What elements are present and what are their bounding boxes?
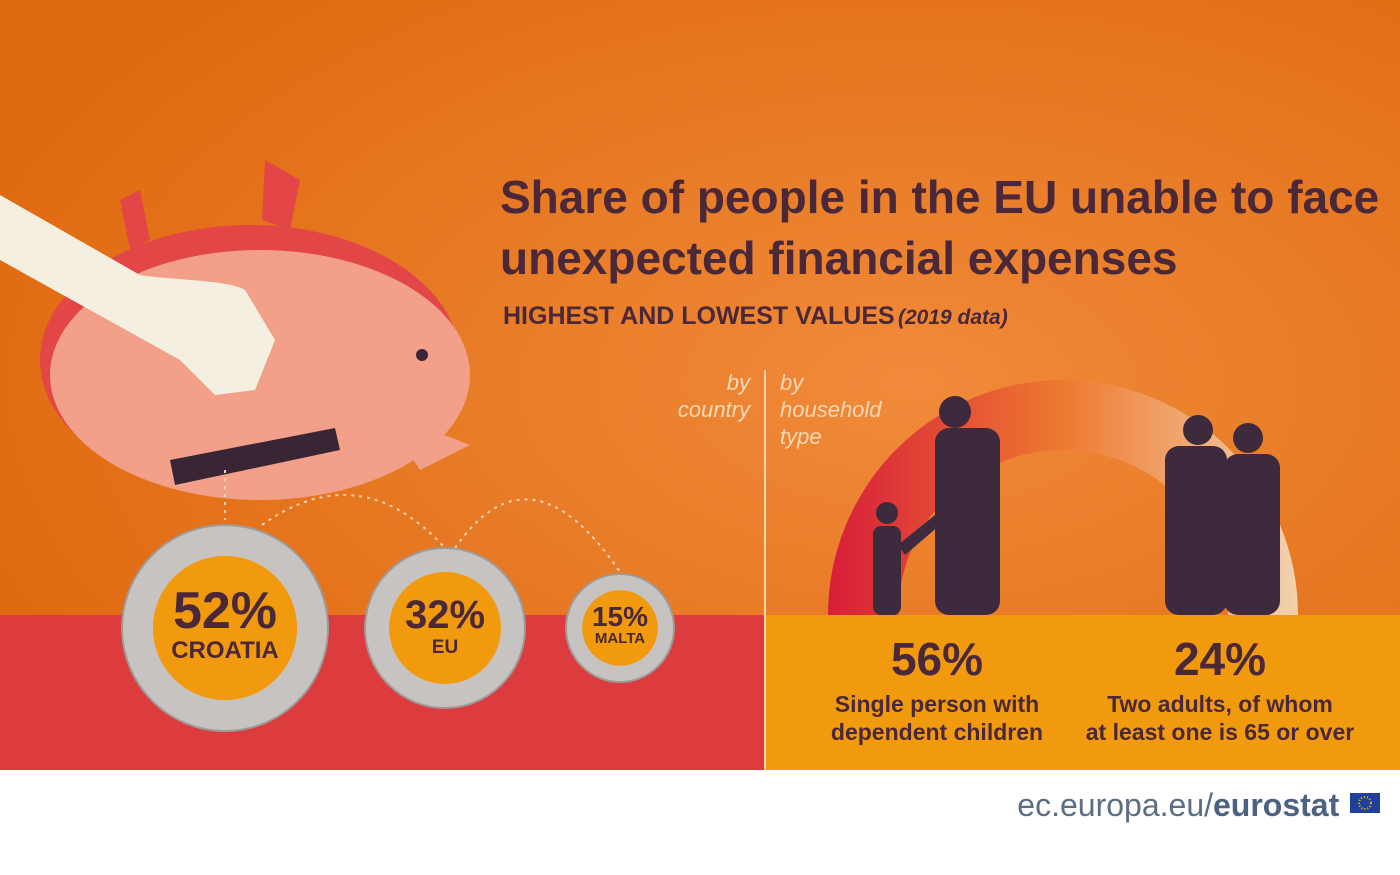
household-label: Single person with <box>835 691 1039 717</box>
household-band <box>765 615 1400 770</box>
eu-stars <box>1358 796 1372 810</box>
coin-label: EU <box>432 637 458 658</box>
title: unexpected financial expenses <box>500 232 1178 284</box>
footer-site: ec.europa.eu/ <box>1017 787 1213 823</box>
household-value: 24% <box>1174 633 1266 685</box>
household-value: 56% <box>891 633 983 685</box>
footer-brand: eurostat <box>1213 787 1340 823</box>
section-heading: by <box>727 370 752 395</box>
subtitle: HIGHEST AND LOWEST VALUES <box>503 302 895 330</box>
subtitle-note: (2019 data) <box>898 306 1008 329</box>
household-label: at least one is 65 or over <box>1086 719 1355 745</box>
section-heading: type <box>780 424 822 449</box>
household-label: Two adults, of whom <box>1107 691 1333 717</box>
coin-value: 52% <box>173 582 277 640</box>
piggy-bank <box>0 160 470 500</box>
coin-center <box>582 590 658 666</box>
coin-center <box>389 572 501 684</box>
title: Share of people in the EU unable to face <box>500 171 1379 223</box>
coin-path <box>224 470 621 573</box>
section-heading: household <box>780 397 882 422</box>
coin-center <box>152 555 298 701</box>
section-heading: by <box>780 370 805 395</box>
people <box>873 396 1280 615</box>
section-heading: country <box>678 397 752 422</box>
coins: 52%CROATIA 32%EU 15%MALTA <box>121 524 675 732</box>
household-label: dependent children <box>831 719 1043 745</box>
coin-value: 32% <box>405 593 485 637</box>
eu-flag <box>1350 793 1380 813</box>
coin-label: CROATIA <box>171 637 279 664</box>
footer <box>0 770 1400 870</box>
coin-label: MALTA <box>595 630 645 647</box>
coin-value: 15% <box>592 601 648 632</box>
